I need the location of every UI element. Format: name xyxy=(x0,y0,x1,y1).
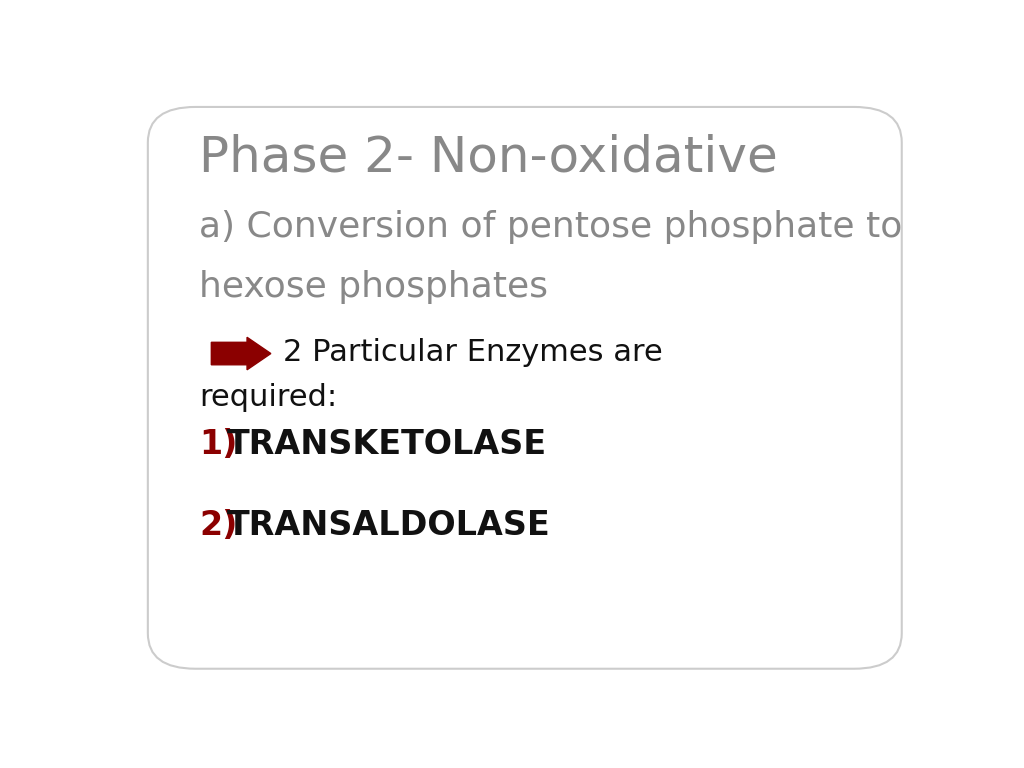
Text: TRANSALDOLASE: TRANSALDOLASE xyxy=(227,509,551,542)
Text: Phase 2- Non-oxidative: Phase 2- Non-oxidative xyxy=(200,134,778,181)
Text: TRANSKETOLASE: TRANSKETOLASE xyxy=(227,428,547,461)
Text: 2 Particular Enzymes are: 2 Particular Enzymes are xyxy=(283,338,663,366)
Text: a) Conversion of pentose phosphate to: a) Conversion of pentose phosphate to xyxy=(200,210,903,244)
FancyArrow shape xyxy=(211,337,270,370)
FancyBboxPatch shape xyxy=(147,107,902,669)
Text: 2): 2) xyxy=(200,509,238,542)
Text: required:: required: xyxy=(200,383,338,412)
Text: hexose phosphates: hexose phosphates xyxy=(200,270,549,303)
Text: 1): 1) xyxy=(200,428,238,461)
